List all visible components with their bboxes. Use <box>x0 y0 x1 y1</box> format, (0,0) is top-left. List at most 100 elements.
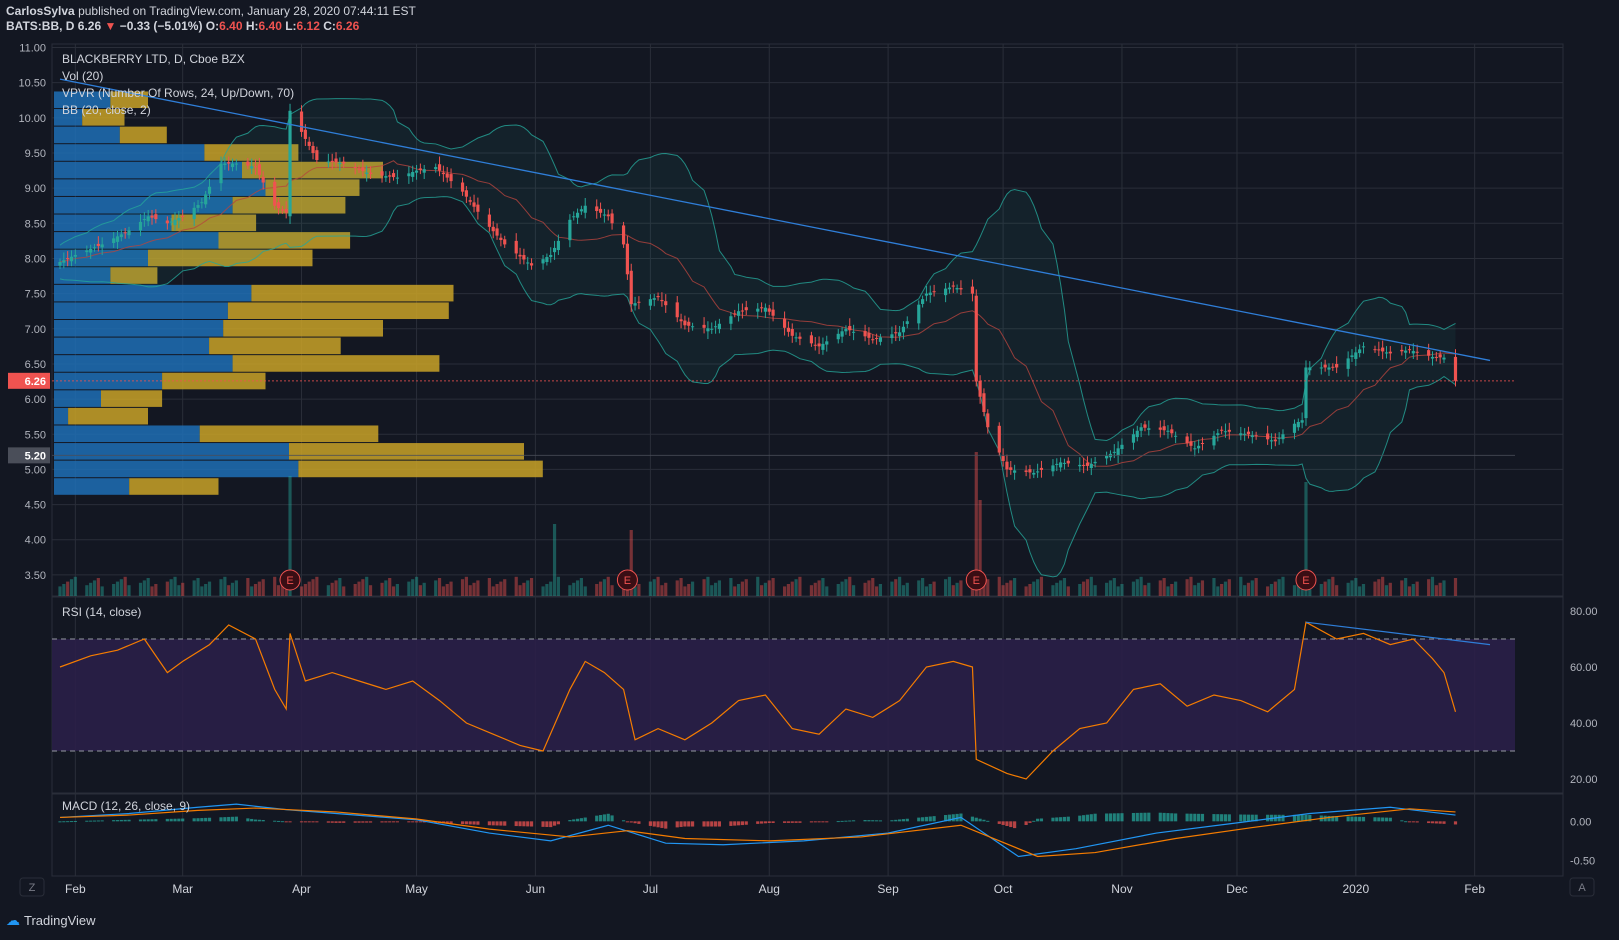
candle-body <box>844 328 848 332</box>
candle-body <box>1381 347 1385 352</box>
volume-bar <box>1200 580 1205 596</box>
earnings-marker[interactable] <box>965 569 987 591</box>
macd-histogram-bar <box>487 821 491 826</box>
legend-macd[interactable]: MACD (12, 26, close, 9) <box>62 799 190 813</box>
candle-body <box>890 334 894 339</box>
candle-body <box>1266 433 1270 440</box>
macd-histogram-bar <box>1346 816 1350 822</box>
auto-scale-button[interactable] <box>1569 877 1595 897</box>
macd-histogram-bar <box>740 821 745 826</box>
volume-bar <box>273 576 277 596</box>
vpvr-down-bar <box>242 161 383 179</box>
earnings-marker[interactable] <box>1295 569 1317 591</box>
volume-bar <box>66 581 70 596</box>
volume-bar <box>675 580 679 596</box>
macd-histogram-bar <box>1066 816 1070 822</box>
volume-bar <box>1296 582 1300 596</box>
volume-bar <box>809 585 814 596</box>
volume-bar <box>1415 581 1419 596</box>
legend-bb[interactable]: BB (20, close, 2) <box>62 103 151 117</box>
macd-histogram-bar <box>817 821 821 823</box>
volume-bar <box>1036 579 1040 596</box>
candle-body <box>388 175 392 177</box>
log-scale-button[interactable] <box>19 877 45 897</box>
earnings-marker[interactable] <box>279 569 301 591</box>
candle-body <box>759 307 764 309</box>
y-tick-label: 10.00 <box>18 113 46 125</box>
macd-histogram-bar <box>177 818 181 822</box>
macd-histogram-bar <box>154 819 158 822</box>
macd-histogram-bar <box>150 819 154 822</box>
legend-title[interactable]: BLACKBERRY LTD, D, Cboe BZX <box>62 52 245 66</box>
footer-brand[interactable]: ☁ TradingView <box>6 912 96 929</box>
volume-bar <box>338 578 342 596</box>
macd-histogram-bar <box>89 820 93 822</box>
price-trendline[interactable] <box>59 78 1491 362</box>
candle-body <box>813 344 817 346</box>
candle-body <box>740 310 745 312</box>
macd-histogram-bar <box>756 821 760 824</box>
candle-body <box>610 213 614 224</box>
macd-histogram-bar <box>73 820 77 822</box>
x-tick-label: Oct <box>994 882 1013 896</box>
volume-bar <box>1013 578 1017 596</box>
volume-bar <box>119 579 123 596</box>
macd-histogram-bar <box>1411 821 1415 823</box>
candle-body <box>1139 427 1143 431</box>
candle-body <box>1442 357 1446 360</box>
candle-body <box>407 173 411 177</box>
volume-bar <box>150 586 154 596</box>
candle-body <box>73 254 77 257</box>
macd-histogram-bar <box>947 814 952 822</box>
candle-body <box>1089 463 1093 469</box>
candle-body <box>85 250 89 253</box>
volume-bar <box>928 584 932 596</box>
macd-histogram-bar <box>549 821 553 828</box>
vpvr-up-bar <box>54 109 83 126</box>
symbol-label[interactable]: BATS:BB, D <box>6 19 75 33</box>
volume-bar <box>821 578 825 596</box>
volume-bar <box>598 581 603 596</box>
candle-body <box>138 221 143 231</box>
earnings-marker[interactable] <box>616 569 638 591</box>
macd-histogram-bar <box>713 821 718 827</box>
volume-bar <box>1411 584 1415 596</box>
candle-body <box>1093 461 1097 464</box>
macd-histogram-bar <box>848 820 852 822</box>
candle-body <box>1170 429 1174 434</box>
macd-histogram-bar <box>1162 812 1166 822</box>
candle-body <box>1323 364 1327 368</box>
macd-histogram-bar <box>1407 821 1412 823</box>
candle-body <box>1453 356 1458 381</box>
vpvr-up-bar <box>54 161 242 179</box>
volume-bar <box>1001 585 1005 596</box>
macd-histogram-bar <box>407 821 411 823</box>
rsi-trendline[interactable] <box>1305 621 1491 646</box>
candle-body <box>790 328 794 336</box>
candle-body <box>227 162 231 164</box>
macd-histogram-bar <box>253 819 258 822</box>
volume-bar <box>1277 579 1281 596</box>
author-name[interactable]: CarlosSylva <box>6 4 75 18</box>
y-tick-label: 11.00 <box>19 43 46 55</box>
candle-body <box>1212 435 1216 446</box>
volume-bar <box>1120 584 1124 596</box>
price-change: −0.33 (−5.01%) <box>119 19 203 33</box>
y-axis-labels: 11.00 10.50 10.00 9.50 9.00 8.50 8.00 7.50 7.00 6… <box>18 43 1597 868</box>
trendline[interactable] <box>59 78 1491 362</box>
legend-vol[interactable]: Vol (20) <box>62 69 103 83</box>
legend-vpvr[interactable]: VPVR (Number Of Rows, 24, Up/Down, 70) <box>62 86 294 100</box>
legend-rsi[interactable]: RSI (14, close) <box>62 605 141 619</box>
volume-bar <box>100 586 104 596</box>
macd-histogram-bar <box>1174 813 1178 822</box>
macd-line <box>59 803 1456 858</box>
volume-bar <box>602 579 606 596</box>
candle-body <box>127 230 131 236</box>
rsi-band <box>52 639 1515 751</box>
candle-body <box>181 215 185 217</box>
volume-bar <box>1009 580 1013 596</box>
log-scale-label: Z <box>29 882 36 894</box>
candle-body <box>503 239 507 245</box>
